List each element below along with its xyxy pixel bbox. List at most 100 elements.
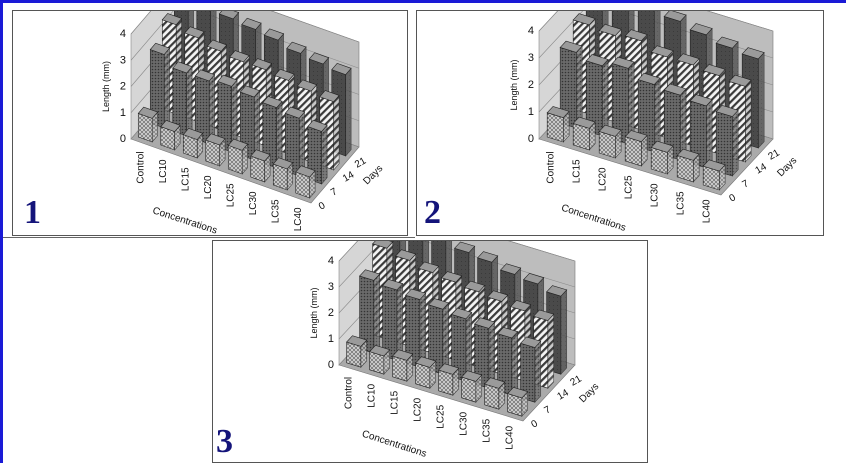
bar-0-LC35 xyxy=(272,157,294,191)
x-tick-label: LC20 xyxy=(413,397,424,421)
bar-7-LC35 xyxy=(689,94,713,169)
bar-0-LC40 xyxy=(702,159,726,191)
bar-7-LC15 xyxy=(194,69,216,145)
y-tick-label: 3 xyxy=(328,281,334,293)
y-tick-label: 1 xyxy=(328,333,334,345)
bar-0-Control xyxy=(346,335,368,368)
bar-0-LC20 xyxy=(415,356,437,389)
bar-7-LC35 xyxy=(284,106,306,177)
figure-frame-top xyxy=(0,0,846,3)
bar-0-Control xyxy=(137,106,159,143)
z-tick-label: 21 xyxy=(767,147,783,162)
x-tick-label: Control xyxy=(344,377,355,409)
x-axis-title: Concentrations xyxy=(151,205,218,236)
bar-0-LC30 xyxy=(650,140,674,175)
x-tick-label: LC35 xyxy=(482,418,493,442)
z-tick-label: 14 xyxy=(341,169,357,184)
y-tick-label: 0 xyxy=(120,133,126,145)
bar-7-Control xyxy=(359,269,381,354)
z-tick-label: 14 xyxy=(556,387,572,402)
z-tick-label: 0 xyxy=(728,192,739,205)
x-tick-label: LC25 xyxy=(623,175,634,199)
chart-1-svg: 0 1 2 3 4 Control LC10 LC15 LC20 LC25 LC30 LC35 LC40… xyxy=(101,11,385,237)
y-tick-label: 3 xyxy=(120,54,126,66)
bar-7-Control xyxy=(559,40,583,129)
x-axis-title: Concentrations xyxy=(560,203,627,234)
bar-7-LC40 xyxy=(715,104,739,177)
y-tick-label: 2 xyxy=(528,79,534,91)
y-tick-label: 1 xyxy=(528,106,534,118)
bar-7-LC20 xyxy=(611,56,635,145)
y-tick-label: 3 xyxy=(528,52,534,64)
bar-7-LC40 xyxy=(520,336,542,403)
y-tick-label: 4 xyxy=(328,255,334,267)
divider-line xyxy=(3,237,415,238)
bar-7-LC10 xyxy=(172,61,193,137)
bar-0-LC40 xyxy=(295,165,316,199)
z-tick-label: 7 xyxy=(329,186,340,199)
bar-7-LC15 xyxy=(405,288,427,368)
x-axis-title: Concentrations xyxy=(360,429,427,460)
z-tick-label: 7 xyxy=(543,404,554,417)
y-axis-title: Length (mm) xyxy=(309,287,319,338)
x-tick-label: LC40 xyxy=(701,199,712,223)
bar-7-LC15 xyxy=(585,54,609,137)
panel-number-2: 2 xyxy=(424,194,441,231)
z-tick-label: 14 xyxy=(754,161,770,176)
bar-0-LC40 xyxy=(507,386,529,417)
bar-0-LC25 xyxy=(438,363,460,396)
bar-0-LC35 xyxy=(484,377,506,410)
gridline xyxy=(130,11,360,43)
z-tick-label: 21 xyxy=(353,155,369,170)
chart-panel-2: 0 1 2 3 4 Control LC15 LC20 LC25 LC30 LC35 LC40 0 7 14… xyxy=(416,10,824,236)
x-tick-label: Control xyxy=(545,151,556,183)
gridline xyxy=(538,11,774,32)
chart-3-svg: 0 1 2 3 4 Control LC10 LC15 LC20 LC25 LC30 LC35 LC40… xyxy=(309,241,601,460)
z-tick-label: 7 xyxy=(741,178,752,191)
bar-0-LC10 xyxy=(369,344,391,375)
y-tick-label: 1 xyxy=(120,107,126,119)
x-tick-label: LC30 xyxy=(459,411,470,435)
z-axis-title: Days xyxy=(577,381,601,405)
bar-0-LC20 xyxy=(598,124,622,159)
z-axis-title: Days xyxy=(775,155,799,179)
y-axis-title: Length (mm) xyxy=(101,61,111,112)
bar-0-LC15 xyxy=(182,127,204,159)
x-tick-label: LC20 xyxy=(203,175,214,199)
panel-number-3: 3 xyxy=(216,423,233,460)
z-tick-label: 21 xyxy=(569,373,585,388)
x-tick-label: LC10 xyxy=(367,383,378,407)
x-tick-label: LC25 xyxy=(225,183,236,207)
bar-0-LC15 xyxy=(392,349,414,382)
bar-7-Control xyxy=(149,42,171,129)
z-tick-label: 0 xyxy=(317,200,328,213)
bar-0-LC35 xyxy=(676,148,700,183)
chart-panel-3: 0 1 2 3 4 Control LC10 LC15 LC20 LC25 LC30 LC35 LC40… xyxy=(212,240,648,463)
x-tick-label: LC15 xyxy=(390,390,401,414)
gridline xyxy=(338,241,576,262)
bar-0-LC20 xyxy=(205,133,226,167)
x-tick-label: LC25 xyxy=(436,404,447,428)
bar-7-LC30 xyxy=(663,83,687,161)
y-tick-label: 2 xyxy=(120,81,126,93)
y-axis-title: Length (mm) xyxy=(509,59,519,110)
x-tick-label: LC20 xyxy=(597,167,608,191)
bar-7-LC30 xyxy=(262,95,283,169)
bar-0-LC10 xyxy=(160,119,181,151)
x-tick-label: LC30 xyxy=(248,191,259,215)
bar-7-LC30 xyxy=(474,317,496,389)
x-tick-label: LC40 xyxy=(293,207,304,231)
bar-0-Control xyxy=(546,106,570,143)
bar-7-LC35 xyxy=(497,326,519,396)
y-tick-label: 4 xyxy=(120,28,126,40)
x-tick-label: LC15 xyxy=(571,159,582,183)
bar-7-LC20 xyxy=(217,74,238,153)
x-tick-label: Control xyxy=(135,151,146,183)
bar-0-LC30 xyxy=(250,149,271,183)
x-tick-label: LC30 xyxy=(649,183,660,207)
x-tick-label: LC40 xyxy=(505,425,516,449)
panel-number-1: 1 xyxy=(24,194,41,231)
bar-0-LC25 xyxy=(227,138,249,175)
bar-0-LC15 xyxy=(572,116,596,151)
